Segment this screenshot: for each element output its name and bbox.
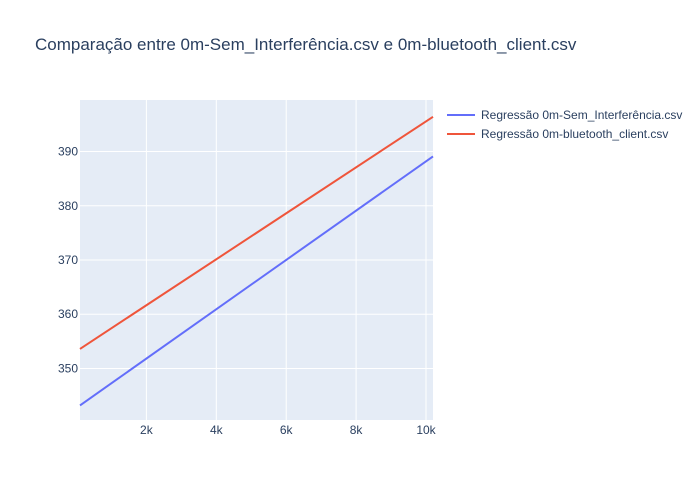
legend-item-2[interactable]: Regressão 0m-bluetooth_client.csv [447, 127, 668, 141]
x-tick-label: 6k [280, 423, 294, 437]
legend-label: Regressão 0m-Sem_Interferência.csv [481, 108, 682, 122]
y-tick-label: 370 [58, 253, 78, 267]
y-tick-label: 360 [58, 307, 78, 321]
x-tick-label: 2k [140, 423, 154, 437]
axis-ticks: 2k 4k 6k 8k 10k 350 360 370 380 390 [58, 145, 437, 437]
x-tick-label: 10k [416, 423, 436, 437]
chart-title: Comparação entre 0m-Sem_Interferência.cs… [35, 35, 577, 54]
y-tick-label: 390 [58, 145, 78, 159]
grid [80, 100, 433, 420]
legend-label: Regressão 0m-bluetooth_client.csv [481, 127, 668, 141]
y-tick-label: 380 [58, 199, 78, 213]
legend[interactable]: Regressão 0m-Sem_Interferência.csv Regres… [447, 108, 682, 141]
series-lines [79, 115, 434, 407]
x-tick-label: 4k [210, 423, 224, 437]
y-tick-label: 350 [58, 361, 78, 375]
series-line-2 [79, 115, 434, 350]
series-line-1 [79, 155, 434, 407]
x-tick-label: 8k [350, 423, 364, 437]
legend-item-1[interactable]: Regressão 0m-Sem_Interferência.csv [447, 108, 682, 122]
